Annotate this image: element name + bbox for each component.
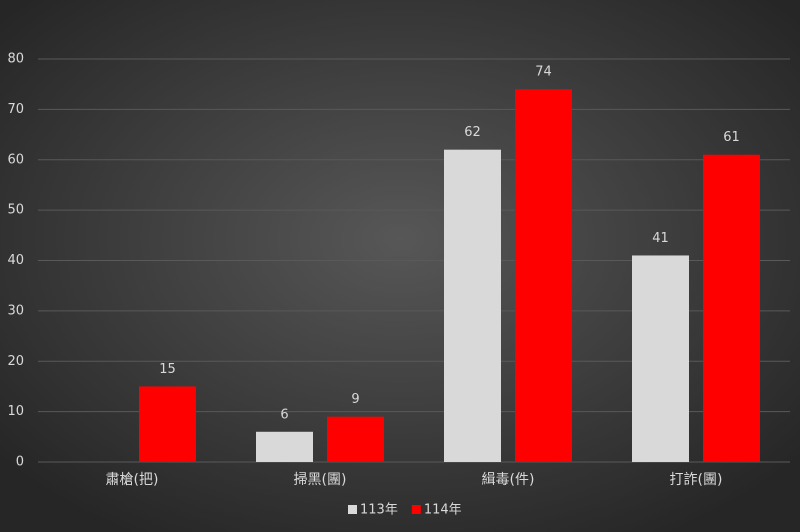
data-label: 9 — [351, 392, 359, 407]
bar — [515, 89, 572, 462]
legend-marker — [411, 505, 421, 514]
x-tick-label: 掃黑(團) — [294, 471, 347, 488]
bar — [327, 416, 384, 462]
data-label: 41 — [652, 231, 669, 246]
y-tick-label: 20 — [7, 354, 24, 369]
legend-label: 114年 — [424, 503, 462, 518]
data-label: 61 — [723, 130, 740, 145]
data-label: 6 — [280, 407, 288, 422]
bar — [703, 154, 760, 462]
data-label: 62 — [464, 125, 481, 140]
x-tick-label: 肅槍(把) — [106, 472, 159, 488]
bar — [256, 431, 313, 462]
y-tick-label: 60 — [7, 152, 24, 167]
bar — [632, 255, 689, 462]
data-label: 74 — [535, 65, 552, 80]
bar — [444, 149, 501, 463]
x-tick-label: 緝毒(件) — [482, 472, 535, 488]
x-tick-label: 打詐(團) — [670, 471, 723, 488]
legend-label: 113年 — [360, 503, 398, 518]
y-tick-label: 80 — [7, 52, 24, 67]
y-tick-label: 40 — [7, 253, 24, 268]
y-tick-label: 0 — [16, 455, 24, 470]
legend-marker — [348, 505, 357, 514]
data-label: 15 — [159, 362, 176, 377]
y-tick-label: 30 — [7, 303, 24, 318]
y-tick-label: 70 — [7, 102, 24, 117]
bar — [139, 386, 196, 462]
y-tick-label: 50 — [7, 203, 24, 218]
y-tick-label: 10 — [7, 404, 24, 419]
